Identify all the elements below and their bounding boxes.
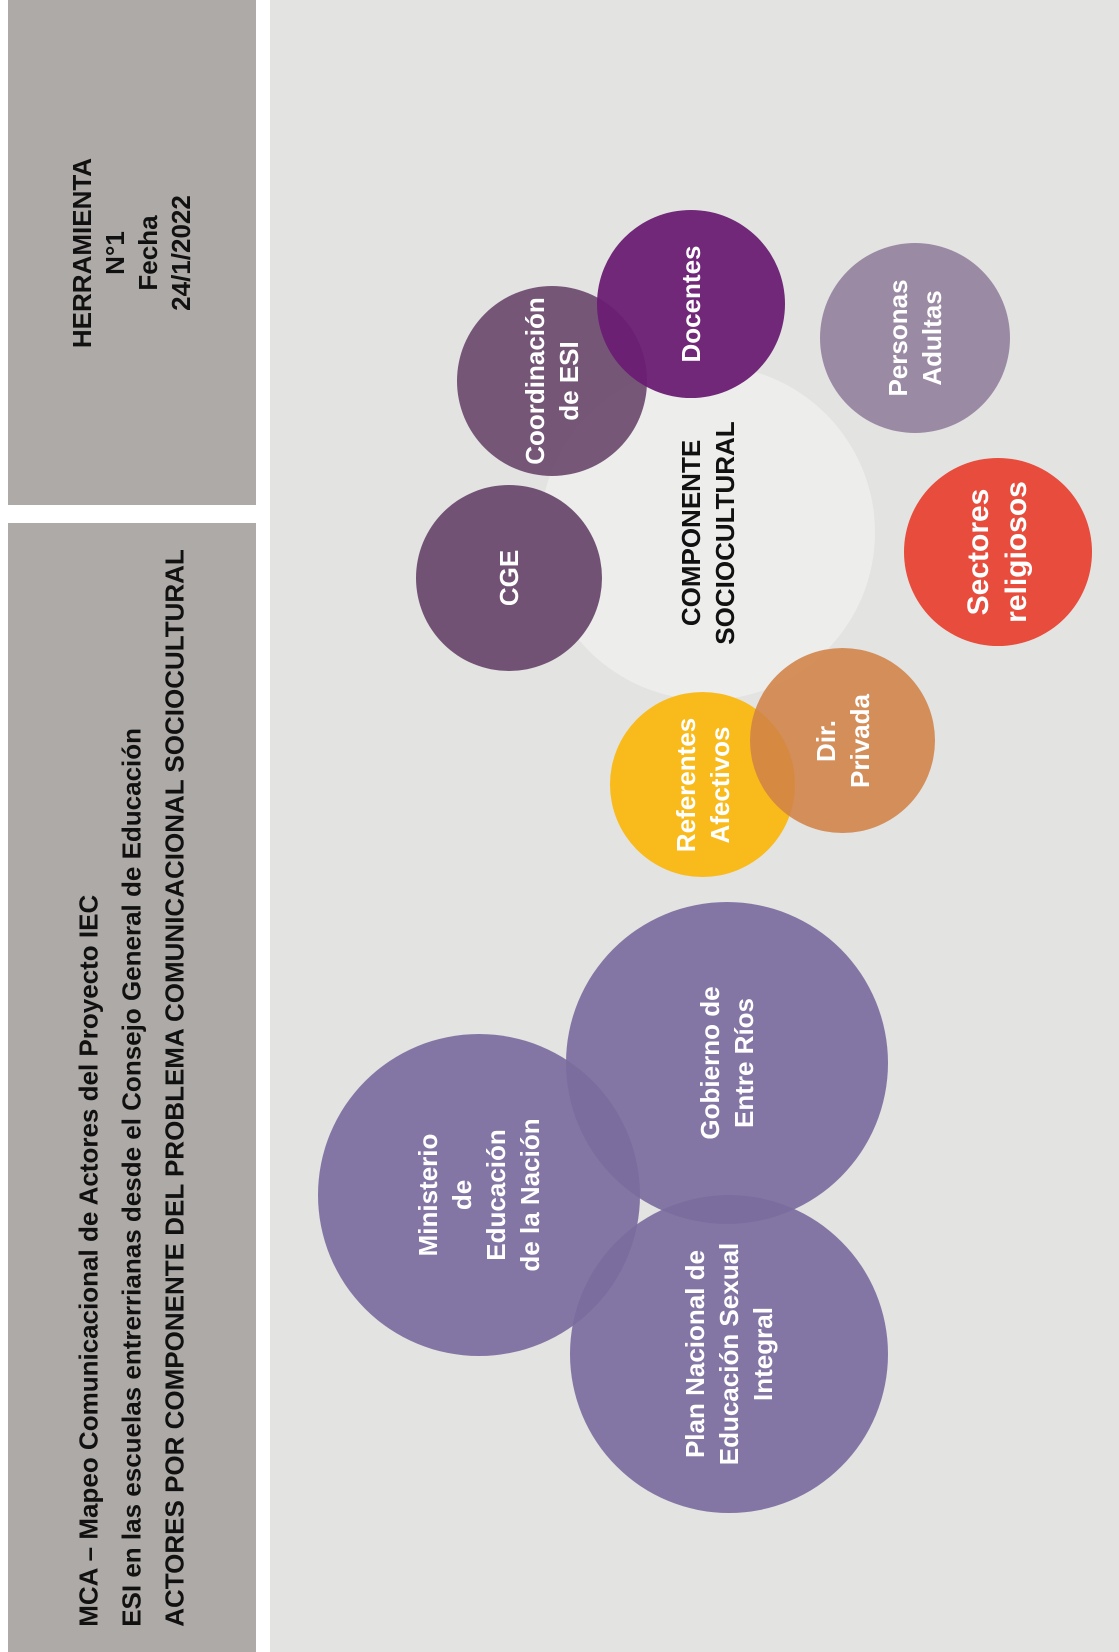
actor-docentes-label: Docentes	[676, 245, 706, 363]
actor-gobierno-label: Gobierno de Entre Ríos	[695, 986, 759, 1140]
tool-number: N°1	[100, 230, 130, 275]
tool-info-text: HERRAMIENTA N°1 Fecha 24/1/2022	[66, 157, 198, 347]
actor-ministerio-label: Ministerio de Educación de la Nación	[413, 1118, 545, 1272]
actor-gobierno-bubble: Gobierno de Entre Ríos	[566, 902, 888, 1224]
actor-sectores-bubble: Sectores religiosos	[904, 458, 1092, 646]
actor-sectores-label: Sectores religiosos	[962, 481, 1033, 623]
actor-cge-label: CGE	[494, 549, 524, 607]
tool-label: HERRAMIENTA	[67, 157, 97, 348]
center-component-label: COMPONENTE SOCIOCULTURAL	[675, 420, 740, 645]
actor-referentes-label: Referentes Afectivos	[670, 717, 735, 852]
actor-dir-privada-bubble: Dir. Privada	[750, 648, 935, 833]
date-value: 24/1/2022	[166, 194, 196, 311]
title-box: MCA – Mapeo Comunicacional de Actores de…	[8, 523, 256, 1652]
actor-personas-bubble: Personas Adultas	[820, 243, 1010, 433]
title-text: MCA – Mapeo Comunicacional de Actores de…	[68, 549, 197, 1627]
actor-coordinacion-label: Coordinación de ESI	[520, 297, 584, 465]
tool-info-box: HERRAMIENTA N°1 Fecha 24/1/2022	[8, 0, 256, 505]
actor-plan-bubble: Plan Nacional de Educación Sexual Integr…	[570, 1195, 888, 1513]
title-line-1: MCA – Mapeo Comunicacional de Actores de…	[73, 894, 104, 1627]
actor-docentes-bubble: Docentes	[597, 210, 785, 398]
title-line-2: ESI en las escuelas entrerrianas desde e…	[116, 727, 147, 1627]
actor-map-canvas: COMPONENTE SOCIOCULTURAL CGE Coordinació…	[270, 0, 1119, 1652]
actor-personas-label: Personas Adultas	[883, 279, 947, 397]
actor-plan-label: Plan Nacional de Educación Sexual Integr…	[680, 1242, 778, 1466]
title-line-3: ACTORES POR COMPONENTE DEL PROBLEMA COMU…	[159, 548, 190, 1627]
actor-dir-privada-label: Dir. Privada	[810, 693, 875, 788]
actor-cge-bubble: CGE	[416, 485, 602, 671]
date-label: Fecha	[133, 214, 163, 291]
